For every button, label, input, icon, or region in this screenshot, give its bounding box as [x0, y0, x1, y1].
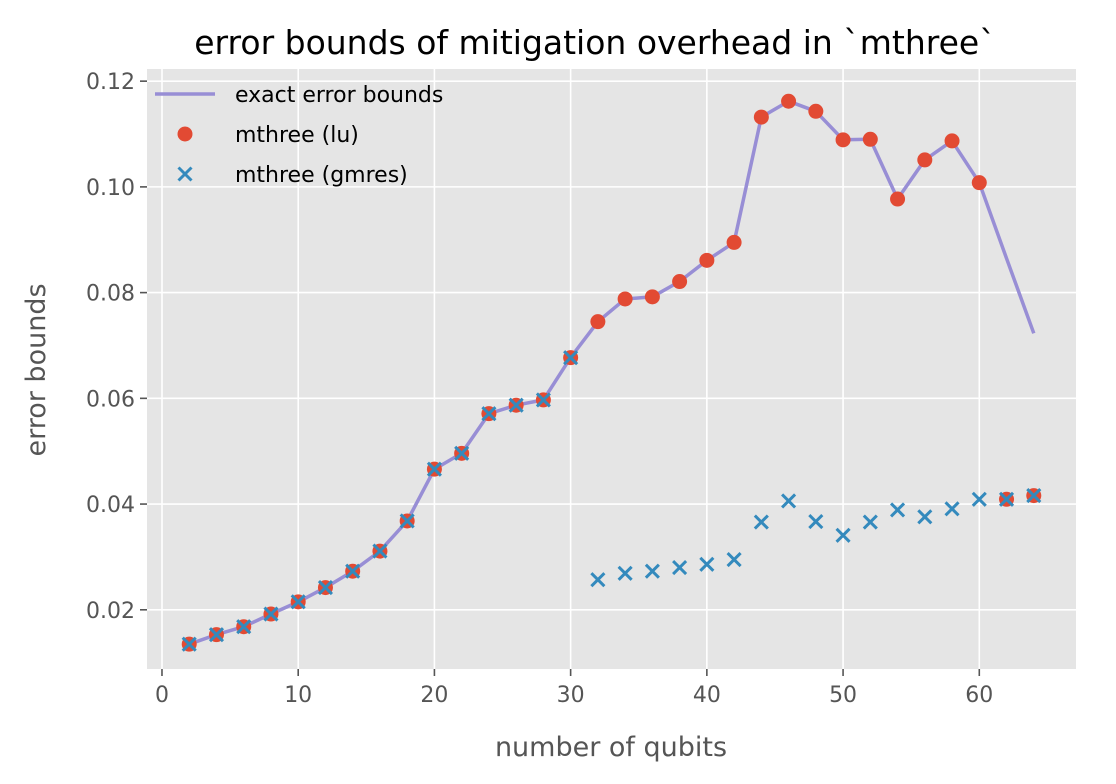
mthree-gmres-point [563, 350, 579, 366]
legend-label: exact error bounds [235, 83, 443, 108]
mthree-gmres-point [590, 572, 606, 588]
mthree-lu-point [590, 314, 606, 330]
mthree-gmres-point [699, 556, 715, 572]
mthree-lu-point [781, 93, 797, 109]
x-tick-label: 0 [155, 683, 169, 708]
mthree-lu-point [672, 274, 688, 290]
mthree-lu-point [808, 103, 824, 119]
y-tick-label: 0.04 [86, 493, 135, 518]
mthree-gmres-point [644, 563, 660, 579]
y-tick-label: 0.02 [86, 599, 135, 624]
plot-area [147, 69, 1076, 669]
mthree-gmres-point [917, 509, 933, 525]
mthree-lu-point [917, 152, 933, 168]
mthree-gmres-point [998, 491, 1015, 507]
mthree-gmres-point [290, 594, 306, 610]
mthree-gmres-point [862, 514, 878, 530]
mthree-gmres-point [236, 619, 252, 635]
mthree-gmres-point [971, 491, 987, 507]
mthree-gmres-point [726, 552, 742, 568]
mthree-gmres-point [835, 527, 851, 543]
mthree-gmres-point [753, 514, 769, 530]
mthree-lu-point [644, 289, 660, 305]
x-tick-label: 50 [829, 683, 857, 708]
mthree-gmres-point [372, 543, 388, 559]
mthree-lu-point [835, 132, 851, 148]
mthree-lu-point [699, 252, 715, 268]
data-marks [181, 93, 1042, 652]
mthree-lu-point [726, 234, 742, 250]
x-axis-label: number of qubits [495, 732, 727, 763]
legend-circle-swatch [177, 126, 193, 142]
y-tick-label: 0.08 [86, 282, 135, 307]
x-axis-ticks: 0 10 20 30 40 50 60 [155, 669, 993, 708]
x-tick-label: 40 [693, 683, 721, 708]
grid [147, 69, 1076, 669]
legend-label: mthree (lu) [235, 123, 359, 148]
mthree-gmres-point [263, 606, 279, 622]
y-tick-label: 0.06 [86, 387, 135, 412]
x-tick-label: 10 [284, 683, 312, 708]
mthree-gmres-point [317, 580, 334, 596]
mthree-gmres-point [781, 493, 797, 509]
y-axis-label: error bounds [21, 283, 52, 456]
mthree-gmres-point [181, 636, 197, 652]
mthree-lu-point [890, 191, 906, 207]
mthree-gmres-point [481, 406, 497, 422]
mthree-gmres-point [617, 565, 633, 581]
mthree-lu-point [753, 109, 769, 125]
y-tick-label: 0.10 [86, 176, 135, 201]
x-tick-label: 30 [557, 683, 585, 708]
mthree-gmres-point [399, 513, 415, 529]
chart-title: error bounds of mitigation overhead in `… [194, 23, 995, 62]
x-tick-label: 60 [965, 683, 993, 708]
mthree-gmres-point [808, 513, 824, 530]
mthree-gmres-point [889, 502, 906, 518]
mthree-gmres-point [208, 627, 225, 643]
y-tick-label: 0.12 [86, 70, 135, 95]
legend-label: mthree (gmres) [235, 163, 408, 188]
mthree-gmres-point [1026, 488, 1042, 504]
mthree-lu-point [971, 175, 987, 191]
legend: exact error bounds mthree (lu) mthree (gmr… [155, 83, 443, 188]
mthree-lu-point [944, 133, 960, 149]
mthree-gmres-point [535, 392, 551, 408]
y-axis-ticks: 0.02 0.04 0.06 0.08 0.10 0.12 [86, 70, 147, 624]
mthree-gmres-point [426, 461, 442, 477]
mthree-gmres-point [944, 501, 960, 517]
mthree-gmres-point [672, 559, 688, 576]
legend-x-swatch [177, 166, 193, 182]
mthree-gmres-point [345, 563, 361, 579]
mthree-gmres-point [454, 445, 470, 461]
mthree-gmres-point [508, 397, 524, 413]
mthree-lu-point [617, 291, 633, 307]
x-tick-label: 20 [420, 683, 448, 708]
mthree-lu-point [862, 131, 878, 147]
